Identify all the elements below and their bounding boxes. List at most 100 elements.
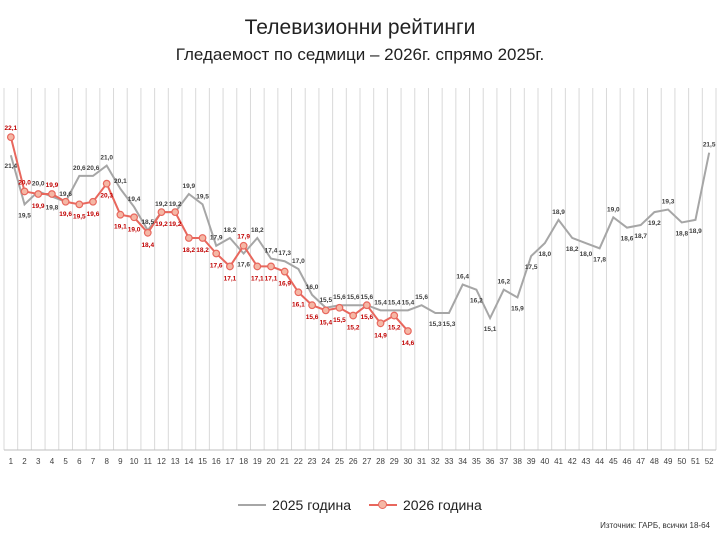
series-2025-data-label: 16,0 — [306, 284, 319, 291]
series-2026-point — [102, 179, 111, 188]
series-2025-data-label: 15,4 — [388, 299, 401, 306]
series-2026-point — [349, 311, 358, 320]
x-tick-label: 24 — [321, 457, 330, 466]
series-2025-data-label: 19,2 — [169, 201, 182, 208]
x-tick-label: 22 — [294, 457, 303, 466]
series-2025-data-label: 21,0 — [100, 155, 113, 162]
x-tick-labels: 1 2 3 4 5 6 7 8 9 10 11 12 13 14 15 16 17 18 19 20 21 22 23 24 2… — [9, 457, 715, 466]
series-2025-data-label: 15,3 — [429, 321, 442, 328]
series-2026-point — [267, 262, 275, 271]
x-tick-label: 34 — [458, 457, 467, 466]
series-2026-data-label: 22,1 — [5, 125, 18, 132]
legend-item-2025: 2025 година — [238, 497, 351, 513]
series-2025-data-label: 17,0 — [292, 258, 305, 265]
legend-label-2025: 2025 година — [272, 497, 351, 513]
series-2025-data-label: 18,0 — [580, 251, 593, 258]
series-2025-data-label: 15,6 — [415, 294, 428, 301]
series-2026-data-label: 19,6 — [87, 211, 100, 218]
series-2026-point — [239, 241, 248, 250]
x-tick-label: 7 — [91, 457, 96, 466]
x-tick-label: 47 — [636, 457, 645, 466]
series-2026-data-label: 19,0 — [128, 226, 141, 233]
legend: 2025 година 2026 година — [0, 497, 720, 513]
series-2026-point — [253, 262, 262, 271]
series-2025-data-label: 21,4 — [5, 163, 18, 170]
x-tick-label: 33 — [445, 457, 454, 466]
series-2026-data-label: 19,9 — [32, 203, 45, 210]
legend-item-2026: 2026 година — [369, 497, 482, 513]
series-2025-data-label: 18,2 — [224, 227, 237, 234]
series-2026-data-label: 14,6 — [402, 340, 415, 347]
series-2026-point — [212, 249, 221, 258]
x-tick-label: 9 — [118, 457, 123, 466]
series-2025-data-label: 18,5 — [141, 219, 154, 226]
series-2025-data-label: 18,9 — [689, 228, 702, 235]
x-tick-label: 28 — [376, 457, 385, 466]
series-2026-point — [61, 197, 70, 206]
x-tick-label: 41 — [554, 457, 563, 466]
series-2026-data-label: 16,1 — [292, 301, 305, 308]
series-2026-data-label: 15,2 — [388, 325, 401, 332]
series-2026-data-label: 19,9 — [46, 182, 59, 189]
series-2025-data-label: 17,4 — [265, 248, 278, 255]
series-2025-data-label: 15,6 — [361, 294, 374, 301]
series-2026-data-label: 17,1 — [224, 275, 237, 282]
x-tick-label: 35 — [472, 457, 481, 466]
series-2025-line — [9, 152, 711, 321]
series-2026-data-label: 14,9 — [374, 332, 387, 339]
series-2026-points — [6, 133, 412, 335]
x-tick-label: 3 — [36, 457, 41, 466]
x-tick-label: 27 — [362, 457, 371, 466]
series-2026-point — [404, 327, 412, 335]
series-2026-point — [171, 208, 180, 217]
x-tick-label: 31 — [417, 457, 426, 466]
series-2026-point — [321, 306, 330, 315]
x-tick-label: 29 — [390, 457, 399, 466]
series-2026-point — [335, 303, 344, 312]
x-tick-label: 38 — [513, 457, 522, 466]
x-tick-label: 23 — [308, 457, 317, 466]
series-2026-point — [390, 311, 399, 320]
series-2025-data-label: 19,2 — [155, 201, 168, 208]
x-tick-label: 19 — [253, 457, 262, 466]
series-2025-data-label: 17,6 — [237, 261, 250, 268]
series-2026-data-label: 19,2 — [155, 221, 168, 228]
x-tick-label: 37 — [499, 457, 508, 466]
x-tick-label: 12 — [157, 457, 166, 466]
series-2025-data-label: 15,6 — [333, 294, 346, 301]
x-tick-label: 14 — [184, 457, 193, 466]
series-2025-data-label: 20,6 — [87, 165, 100, 172]
x-tick-label: 39 — [527, 457, 536, 466]
series-2026-point — [362, 301, 371, 310]
series-2026-data-label: 15,6 — [306, 314, 319, 321]
series-2025-data-label: 20,1 — [114, 178, 127, 185]
x-tick-label: 11 — [144, 457, 153, 466]
series-2025-data-label: 18,2 — [251, 227, 264, 234]
series-2026-data-label: 19,1 — [114, 224, 127, 231]
series-2025-data-label: 16,2 — [470, 298, 483, 305]
legend-swatch-2025 — [238, 499, 267, 511]
series-2025-data-label: 15,4 — [374, 299, 387, 306]
series-2025-data-label: 15,4 — [402, 299, 415, 306]
series-2025-data-label: 17,8 — [593, 256, 606, 263]
series-2026-point — [280, 267, 289, 276]
series-2025-data-label: 19,0 — [607, 206, 620, 213]
x-tick-label: 50 — [677, 457, 686, 466]
series-2025-data-label: 19,4 — [128, 196, 141, 203]
x-tick-label: 26 — [349, 457, 358, 466]
series-2026-data-label: 15,6 — [361, 314, 374, 321]
series-2026-data-label: 18,4 — [141, 242, 154, 249]
x-tick-label: 21 — [280, 457, 289, 466]
series-2025-data-label: 18,8 — [675, 230, 688, 237]
series-2025-data-label: 19,5 — [196, 193, 209, 200]
x-tick-label: 4 — [50, 457, 55, 466]
series-2025-data-label: 19,3 — [662, 199, 675, 206]
series-2025-data-label: 15,5 — [319, 297, 332, 304]
series-2025-data-label: 17,3 — [278, 250, 291, 257]
series-2026-point — [20, 187, 29, 196]
series-2026-point — [308, 301, 316, 310]
series-2026-point — [143, 228, 152, 237]
series-2026-data-label: 15,5 — [333, 317, 346, 324]
series-2026-data-label: 18,2 — [196, 247, 209, 254]
